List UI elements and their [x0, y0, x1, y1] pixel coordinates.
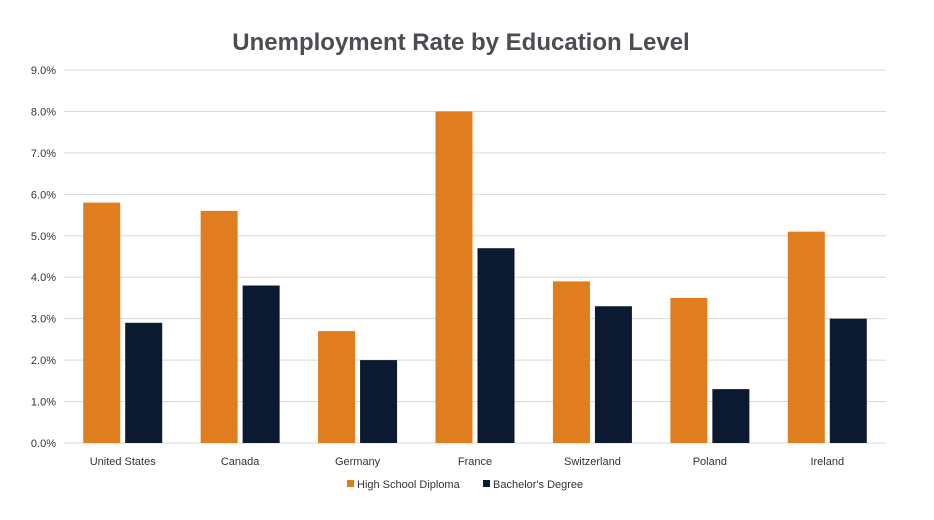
bar-ireland-series-0: [787, 231, 825, 443]
y-tick-label: 3.0%: [31, 314, 56, 326]
y-axis-ticks: 0.0% 1.0% 2.0% 3.0% 4.0% 5.0% 6.0% 7.0% 8.0% 9.0%: [31, 65, 56, 450]
gridlines: [64, 69, 886, 444]
bars: [83, 111, 867, 443]
y-tick-label: 7.0%: [31, 148, 56, 160]
bar-canada-series-0: [200, 210, 238, 443]
y-tick-label: 8.0%: [31, 106, 56, 118]
x-category-label: Switzerland: [564, 456, 621, 468]
y-tick-label: 1.0%: [31, 397, 56, 409]
chart-title: Unemployment Rate by Education Level: [232, 29, 689, 56]
x-category-label: Germany: [335, 456, 381, 468]
legend-label: Bachelor's Degree: [493, 479, 583, 491]
y-tick-label: 4.0%: [31, 272, 56, 284]
legend-label: High School Diploma: [357, 479, 461, 491]
bar-poland-series-1: [712, 389, 750, 443]
x-category-label: Poland: [693, 456, 727, 468]
bar-switzerland-series-1: [594, 306, 632, 443]
bar-canada-series-1: [242, 285, 280, 443]
bar-poland-series-0: [670, 297, 708, 443]
bar-france-series-1: [477, 248, 515, 443]
x-category-label: Canada: [221, 456, 260, 468]
y-tick-label: 0.0%: [31, 438, 56, 450]
bar-germany-series-1: [360, 360, 398, 443]
y-tick-label: 9.0%: [31, 65, 56, 77]
x-category-label: Ireland: [810, 456, 844, 468]
legend: High School Diploma Bachelor's Degree: [347, 479, 583, 491]
x-category-label: United States: [90, 456, 157, 468]
bar-united-states-series-0: [83, 202, 121, 443]
y-tick-label: 5.0%: [31, 231, 56, 243]
bar-germany-series-0: [318, 331, 356, 443]
legend-swatch: [483, 480, 490, 487]
bar-united-states-series-1: [125, 322, 163, 443]
y-tick-label: 6.0%: [31, 189, 56, 201]
legend-swatch: [347, 480, 354, 487]
bar-france-series-0: [435, 111, 473, 443]
bar-switzerland-series-0: [552, 281, 590, 443]
y-tick-label: 2.0%: [31, 355, 56, 367]
bar-ireland-series-1: [829, 318, 867, 443]
x-category-label: France: [458, 456, 492, 468]
x-axis-categories: United States Canada Germany France Switzerl…: [90, 456, 844, 468]
